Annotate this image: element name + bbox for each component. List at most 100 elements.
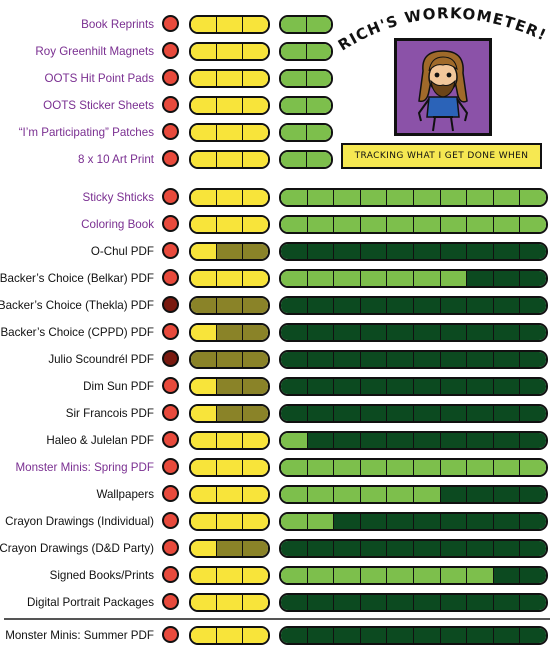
green-segment <box>307 379 335 394</box>
green-segment <box>360 628 388 643</box>
yellow-segment <box>243 271 268 286</box>
yellow-segment <box>191 568 217 583</box>
green-progress-bar <box>279 123 333 142</box>
progress-row: OOTS Sticker Sheets <box>0 95 554 117</box>
green-segment <box>440 433 468 448</box>
yellow-segment <box>217 541 243 556</box>
green-segment <box>440 217 468 232</box>
yellow-segment <box>243 541 268 556</box>
yellow-segment <box>217 271 243 286</box>
green-segment <box>334 568 361 583</box>
yellow-progress-bar <box>189 15 270 34</box>
yellow-segment <box>243 460 268 475</box>
green-segment <box>440 595 468 610</box>
yellow-segment <box>191 271 217 286</box>
yellow-progress-bar <box>189 150 270 169</box>
green-segment <box>493 325 521 340</box>
green-segment <box>467 595 494 610</box>
green-segment <box>387 298 414 313</box>
row-label: “I’m Participating” Patches <box>18 126 154 139</box>
yellow-segment <box>243 298 268 313</box>
status-dot <box>162 96 179 113</box>
green-segment <box>493 190 521 205</box>
green-segment <box>413 271 441 286</box>
green-segment <box>467 433 494 448</box>
green-segment <box>467 325 494 340</box>
progress-row: Digital Portrait Packages <box>0 592 554 614</box>
green-segment <box>387 514 414 529</box>
green-progress-bar <box>279 512 548 531</box>
yellow-segment <box>217 628 243 643</box>
green-progress-bar <box>279 188 548 207</box>
green-segment <box>281 244 308 259</box>
green-segment <box>334 487 361 502</box>
yellow-segment <box>243 595 268 610</box>
green-segment <box>307 460 335 475</box>
yellow-segment <box>243 514 268 529</box>
status-dot <box>162 69 179 86</box>
green-segment <box>387 433 414 448</box>
green-segment <box>334 271 361 286</box>
green-segment <box>307 541 335 556</box>
green-segment <box>387 460 414 475</box>
progress-row: Backer’s Choice (Belkar) PDF <box>0 268 554 290</box>
green-segment <box>306 125 331 140</box>
green-segment <box>387 628 414 643</box>
status-dot <box>162 485 179 502</box>
yellow-segment <box>243 406 268 421</box>
yellow-progress-bar <box>189 404 270 423</box>
row-label: Sticky Shticks <box>82 191 154 204</box>
green-segment <box>493 244 521 259</box>
row-label: Monster Minis: Summer PDF <box>5 629 154 642</box>
green-segment <box>281 17 307 32</box>
green-segment <box>334 541 361 556</box>
row-label: Backer’s Choice (Thekla) PDF <box>0 299 154 312</box>
green-segment <box>360 541 388 556</box>
green-segment <box>306 98 331 113</box>
status-dot <box>162 150 179 167</box>
green-segment <box>360 568 388 583</box>
green-segment <box>467 628 494 643</box>
yellow-segment <box>217 379 243 394</box>
green-segment <box>281 628 308 643</box>
green-segment <box>440 406 468 421</box>
green-segment <box>493 217 521 232</box>
green-segment <box>334 190 361 205</box>
status-dot <box>162 323 179 340</box>
yellow-progress-bar <box>189 485 270 504</box>
yellow-segment <box>191 98 217 113</box>
green-segment <box>306 152 331 167</box>
green-segment <box>520 271 546 286</box>
green-progress-bar <box>279 593 548 612</box>
yellow-segment <box>217 406 243 421</box>
yellow-progress-bar <box>189 296 270 315</box>
row-label: Signed Books/Prints <box>49 569 154 582</box>
green-segment <box>520 244 546 259</box>
green-segment <box>360 298 388 313</box>
green-progress-bar <box>279 431 548 450</box>
progress-row: Roy Greenhilt Magnets <box>0 41 554 63</box>
row-label: 8 x 10 Art Print <box>77 153 154 166</box>
yellow-segment <box>243 125 268 140</box>
green-segment <box>307 595 335 610</box>
green-segment <box>413 190 441 205</box>
green-segment <box>413 487 441 502</box>
status-dot <box>162 42 179 59</box>
status-dot <box>162 15 179 32</box>
yellow-progress-bar <box>189 42 270 61</box>
green-segment <box>307 487 335 502</box>
green-segment <box>360 433 388 448</box>
yellow-segment <box>217 568 243 583</box>
yellow-segment <box>191 433 217 448</box>
yellow-segment <box>191 541 217 556</box>
green-segment <box>307 244 335 259</box>
green-segment <box>467 568 494 583</box>
green-segment <box>360 352 388 367</box>
green-segment <box>306 44 331 59</box>
yellow-segment <box>217 460 243 475</box>
green-segment <box>281 595 308 610</box>
green-segment <box>307 352 335 367</box>
green-progress-bar <box>279 350 548 369</box>
green-segment <box>440 460 468 475</box>
green-progress-bar <box>279 15 333 34</box>
